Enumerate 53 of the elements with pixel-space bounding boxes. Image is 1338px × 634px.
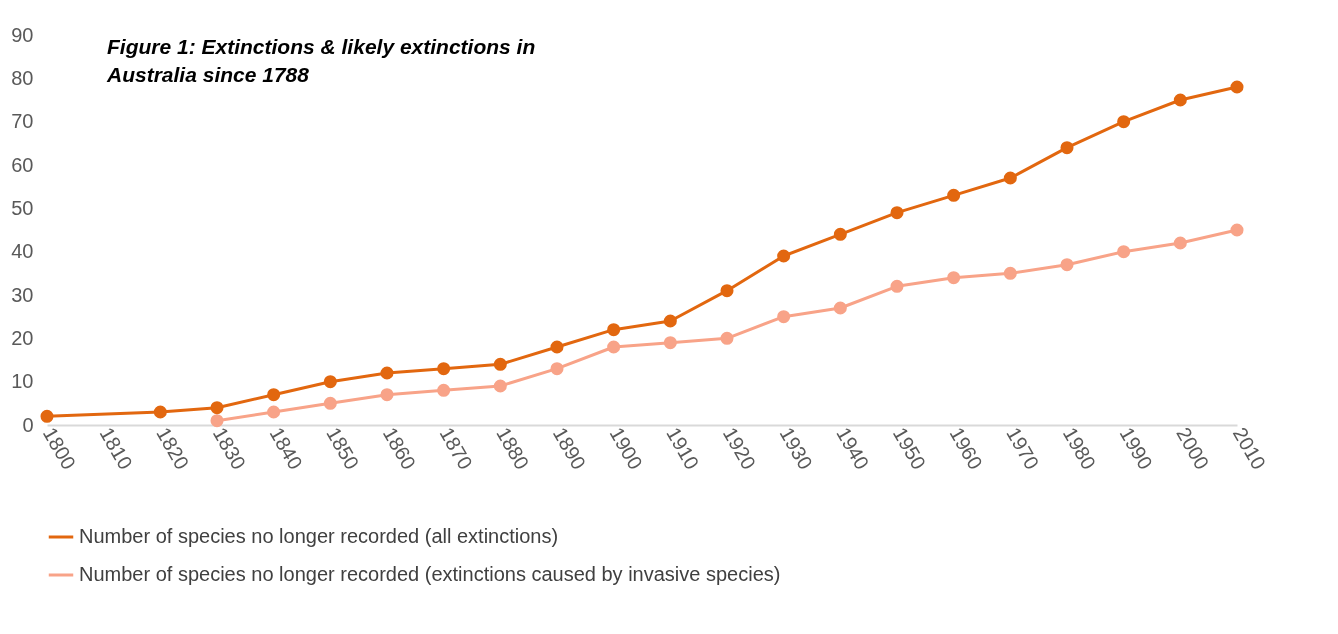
point [607,323,621,337]
legend-label: Number of species no longer recorded (all extinctions) [79,525,559,547]
y-tick-label: 40 [11,240,34,263]
point [1230,80,1244,94]
point [550,362,564,376]
point [947,271,961,285]
point [210,414,224,428]
point [380,388,394,402]
y-tick-label: 90 [11,23,34,46]
point [1117,245,1131,259]
point [153,405,167,419]
point [890,279,904,293]
legend-label: Number of species no longer recorded (extinctions caused by invasive species) [79,563,781,585]
point [40,409,54,423]
y-tick-label: 20 [11,326,34,349]
point [493,357,507,371]
point [1173,93,1187,107]
point [1003,171,1017,185]
point [323,375,337,389]
point [833,301,847,315]
point [437,383,451,397]
point [1060,258,1074,272]
y-tick-label: 0 [22,413,34,436]
point [550,340,564,354]
point [947,188,961,202]
point [833,227,847,241]
point [890,206,904,220]
point [267,405,281,419]
point [1117,115,1131,129]
point [437,362,451,376]
point [267,388,281,402]
point [607,340,621,354]
y-tick-label: 30 [11,283,34,306]
point [380,366,394,380]
point [323,396,337,410]
point [493,379,507,393]
y-tick-label: 80 [11,66,34,89]
point [777,310,791,324]
point [1060,141,1074,155]
y-tick-label: 70 [11,110,34,133]
y-tick-label: 60 [11,153,34,176]
point [720,331,734,345]
text: Figure 1: Extinctions & likely extinctions in Australia since 1788 [106,35,536,86]
point [1230,223,1244,237]
point [663,314,677,328]
point [210,401,224,415]
point [720,284,734,298]
point [1003,266,1017,280]
y-tick-label: 10 [11,370,34,393]
point [1173,236,1187,250]
y-tick-label: 50 [11,196,34,219]
point [777,249,791,263]
point [663,336,677,350]
